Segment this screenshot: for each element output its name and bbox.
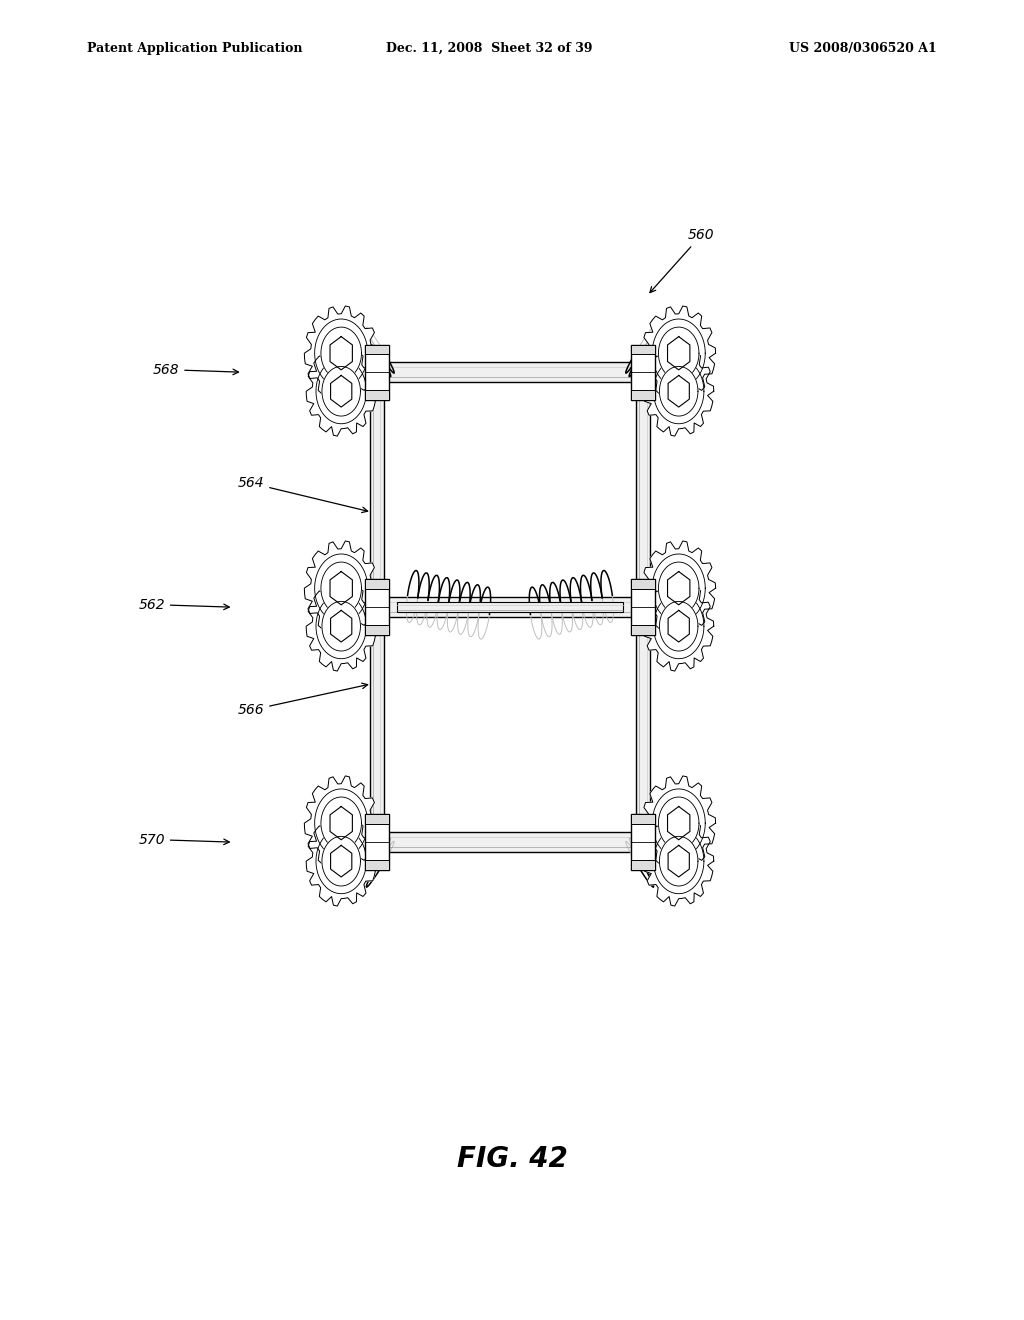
Polygon shape	[322, 837, 360, 886]
Bar	[365, 814, 389, 825]
Polygon shape	[304, 541, 378, 635]
Bar	[370, 366, 384, 849]
Bar	[636, 366, 650, 849]
Polygon shape	[306, 346, 376, 436]
Text: FIG. 42: FIG. 42	[457, 1144, 567, 1173]
Bar	[315, 597, 705, 616]
Text: 566: 566	[238, 684, 368, 717]
Bar	[631, 345, 655, 400]
Polygon shape	[644, 346, 714, 436]
Polygon shape	[644, 816, 714, 906]
Bar	[631, 389, 655, 400]
Bar	[365, 579, 389, 590]
Text: 568: 568	[153, 363, 239, 376]
Polygon shape	[304, 776, 378, 870]
Bar	[365, 624, 389, 635]
Polygon shape	[659, 602, 698, 651]
Polygon shape	[322, 367, 360, 416]
Polygon shape	[321, 562, 361, 614]
Bar	[631, 624, 655, 635]
Text: 562: 562	[138, 598, 229, 611]
Polygon shape	[644, 581, 714, 671]
Polygon shape	[642, 541, 716, 635]
Polygon shape	[658, 562, 699, 614]
Polygon shape	[659, 837, 698, 886]
Bar	[631, 579, 655, 635]
Polygon shape	[642, 306, 716, 400]
Polygon shape	[322, 602, 360, 651]
Bar	[397, 602, 623, 612]
Bar	[365, 389, 389, 400]
Polygon shape	[658, 797, 699, 849]
Bar	[365, 345, 389, 400]
Polygon shape	[642, 776, 716, 870]
Polygon shape	[659, 367, 698, 416]
Polygon shape	[321, 797, 361, 849]
Bar	[631, 345, 655, 355]
Text: 560: 560	[650, 228, 715, 293]
Bar	[315, 362, 705, 383]
Bar	[365, 814, 389, 870]
Bar	[315, 833, 705, 853]
Text: US 2008/0306520 A1: US 2008/0306520 A1	[790, 42, 937, 54]
Bar	[365, 859, 389, 870]
Bar	[631, 814, 655, 870]
Bar	[631, 814, 655, 825]
Polygon shape	[306, 581, 376, 671]
Polygon shape	[658, 327, 699, 379]
Bar	[631, 579, 655, 590]
Text: 564: 564	[238, 477, 368, 512]
Text: Patent Application Publication: Patent Application Publication	[87, 42, 302, 54]
Bar	[365, 579, 389, 635]
Polygon shape	[306, 816, 376, 906]
Bar	[365, 345, 389, 355]
Text: 570: 570	[138, 833, 229, 846]
Text: Dec. 11, 2008  Sheet 32 of 39: Dec. 11, 2008 Sheet 32 of 39	[386, 42, 593, 54]
Bar	[631, 859, 655, 870]
Polygon shape	[321, 327, 361, 379]
Polygon shape	[304, 306, 378, 400]
